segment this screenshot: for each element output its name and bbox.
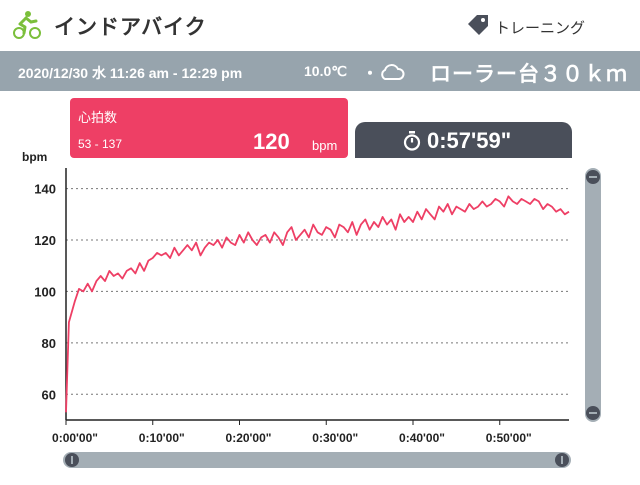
x-tick-label: 0:50'00" [486,431,532,445]
heart-rate-range: 53 - 137 [78,137,123,151]
category-label[interactable]: トレーニング [495,20,586,37]
y-axis-label: bpm [22,150,47,164]
slider-handle-top[interactable] [586,170,600,184]
y-tick-label: 120 [34,233,56,248]
x-tick-label: 0:10'00" [139,431,185,445]
heart-rate-chart: bpm 60 80 100 120 140 0:00'00" 0:10'00" 0:20'00"… [22,150,570,445]
x-tick-label: 0:00'00" [52,431,98,445]
x-tick-label: 0:30'00" [312,431,358,445]
heart-rate-panel[interactable]: 心拍数 53 - 137 120 bpm [70,98,348,158]
separator: ・ [362,66,379,83]
y-tick-label: 100 [34,284,56,299]
date-range: 2020/12/30 水 11:26 am - 12:29 pm [18,65,243,81]
activity-name: ローラー台３０ｋｍ [430,63,628,86]
tag-icon [468,15,488,35]
slider-handle-right[interactable] [555,453,569,467]
horizontal-range-slider[interactable] [63,452,571,468]
y-tick-label: 140 [34,182,56,197]
duration-panel: 0:57'59" [355,122,572,158]
x-tick-label: 0:20'00" [226,431,272,445]
heart-rate-unit: bpm [312,138,338,153]
vertical-range-slider[interactable] [585,168,601,422]
app-title: インドアバイク [54,16,207,39]
slider-handle-left[interactable] [65,453,79,467]
heart-rate-series-line [65,195,570,413]
temperature: 10.0℃ [304,63,347,79]
y-tick-label: 80 [42,336,56,351]
activity-info-bar: 2020/12/30 水 11:26 am - 12:29 pm 10.0℃ ・… [0,51,640,91]
slider-handle-bottom[interactable] [586,406,600,420]
stopwatch-icon [403,131,421,151]
heart-rate-value: 120 [253,129,290,154]
duration-value: 0:57'59" [427,128,512,153]
cloud-icon [381,64,405,80]
app-header: インドアバイク トレーニング [0,0,640,50]
y-tick-label: 60 [42,387,56,402]
bike-icon [13,11,41,39]
x-tick-label: 0:40'00" [399,431,445,445]
heart-rate-label: 心拍数 [78,110,118,125]
